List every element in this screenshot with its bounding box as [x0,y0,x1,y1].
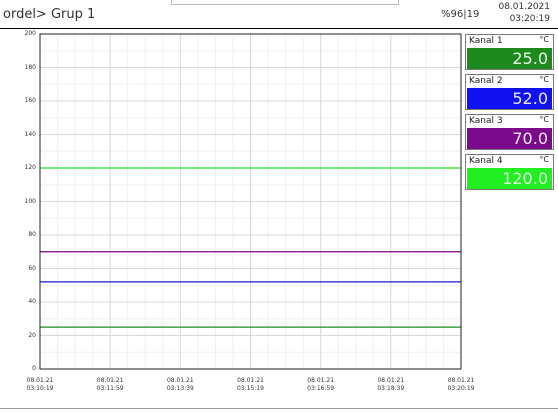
channel-unit: °C [539,155,549,164]
channel-value: 120.0 [467,168,552,189]
y-tick-label: 80 [28,231,36,238]
plot-frame [39,33,462,370]
channel-name: Kanal 2 [469,76,503,86]
channel-unit: °C [539,75,549,84]
y-tick-label: 40 [28,298,36,305]
header-time: 03:20:19 [509,14,550,24]
bottom-divider [0,408,558,409]
header-date: 08.01.2021 [498,2,550,12]
y-tick-label: 140 [24,130,36,138]
channel-card-4[interactable]: Kanal 4 °C 120.0 [465,154,554,190]
y-tick-label: 100 [24,197,36,205]
x-tick-label: 08.01.21 03:16:59 [307,377,335,392]
channel-card-2[interactable]: Kanal 2 °C 52.0 [465,74,554,110]
header-bar: ordel> Grup 1 %96|19 08.01.2021 03:20:19 [0,0,558,29]
x-tick-label: 08.01.21 03:10:19 [26,377,54,392]
x-tick-label: 08.01.21 03:18:39 [377,377,405,392]
channel-name: Kanal 4 [469,156,503,166]
x-tick-label: 08.01.21 03:11:59 [96,377,124,392]
top-tab[interactable] [171,0,399,5]
y-tick-label: 20 [28,331,36,339]
channel-card-1[interactable]: Kanal 1 °C 25.0 [465,34,554,70]
y-tick-label: 60 [28,264,36,272]
x-tick-label: 08.01.21 03:13:39 [166,377,194,392]
status-readout: %96|19 [441,9,480,20]
x-tick-label: 08.01.21 03:15:19 [237,377,264,392]
channel-unit: °C [539,115,549,124]
y-tick-label: 160 [24,97,36,104]
channel-value: 52.0 [467,88,552,109]
x-tick-label: 08.01.21 03:20:19 [447,377,475,392]
y-tick-label: 120 [24,164,36,171]
channel-value: 25.0 [467,48,552,69]
channel-value: 70.0 [467,128,552,149]
channel-unit: °C [539,35,549,44]
channel-name: Kanal 3 [469,116,503,126]
channel-name: Kanal 1 [469,36,503,46]
y-tick-label: 180 [24,63,36,71]
breadcrumb[interactable]: ordel> Grup 1 [3,7,96,22]
y-tick-label: 200 [24,30,36,37]
channel-card-3[interactable]: Kanal 3 °C 70.0 [465,114,554,150]
y-tick-label: 0 [32,365,36,372]
